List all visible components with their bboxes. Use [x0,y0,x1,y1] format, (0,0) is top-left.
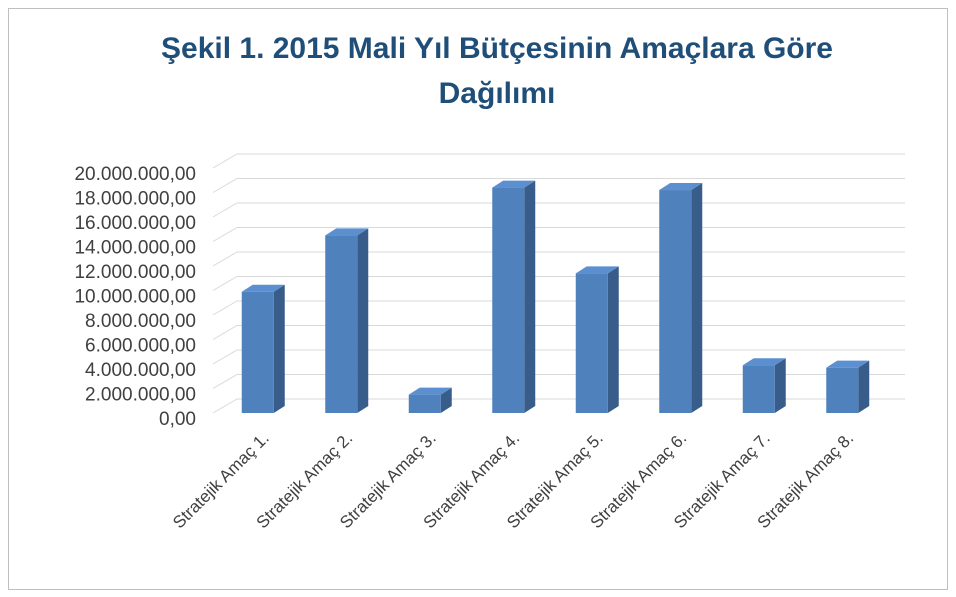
bar-side [691,183,703,413]
bar-front [492,187,525,413]
bar [492,180,536,413]
bar [659,183,703,413]
bar-top [575,266,619,274]
bar-top [826,360,870,368]
chart-frame [8,8,948,590]
bar [325,228,369,413]
y-tick-label: 16.000.000,00 [74,213,196,234]
chart-title: Şekil 1. 2015 Mali Yıl Bütçesinin Amaçla… [161,32,833,65]
y-tick-label: 10.000.000,00 [74,287,196,308]
y-tick-label: 0,00 [159,409,196,430]
bar-side [357,228,369,413]
bar [575,266,619,413]
grid-line [212,178,905,193]
bar-side [858,360,870,413]
bar [742,358,786,413]
bar-top [492,180,536,188]
bar-top [659,183,703,191]
bar-top [742,358,786,366]
bar-front [408,394,441,413]
chart-title: Dağılımı [439,77,556,110]
bar-top [241,284,285,292]
bar [826,360,870,413]
bar-side [273,284,285,413]
y-tick-label: 12.000.000,00 [74,262,196,283]
bar [408,387,452,413]
y-tick-label: 14.000.000,00 [74,238,196,259]
y-tick-label: 4.000.000,00 [85,360,196,381]
bar-side [774,358,786,413]
bar-front [325,235,358,413]
y-tick-label: 8.000.000,00 [85,311,196,332]
bar-side [440,387,452,413]
bar-side [524,180,536,413]
y-tick-label: 6.000.000,00 [85,336,196,357]
bar-side [607,266,619,413]
bar [241,284,285,413]
bar-front [659,190,692,413]
bar-top [408,387,452,395]
y-tick-label: 2.000.000,00 [85,385,196,406]
bar-front [742,365,775,413]
bar-front [241,291,274,413]
y-tick-label: 20.000.000,00 [74,164,196,185]
bar-front [826,367,859,413]
y-tick-label: 18.000.000,00 [74,189,196,210]
bar-top [325,228,369,236]
bar-front [575,273,608,413]
grid-line [212,153,905,169]
